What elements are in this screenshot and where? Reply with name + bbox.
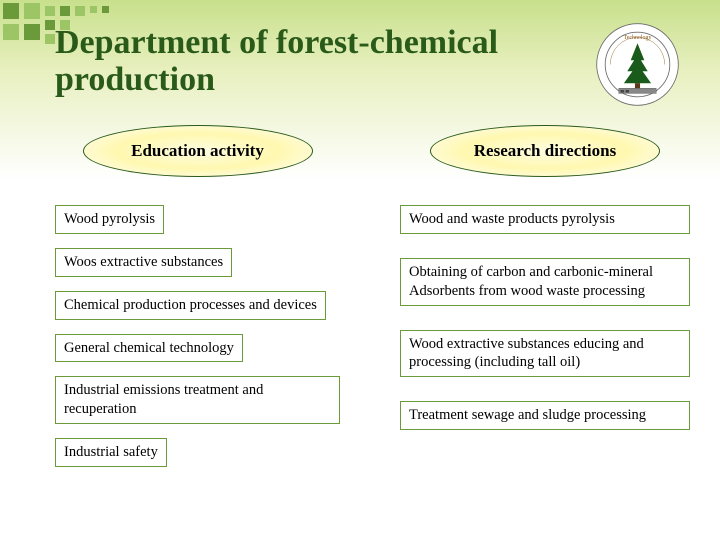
department-logo: Technology [595,22,680,107]
research-header: Research directions [430,125,660,177]
research-item: Obtaining of carbon and carbonic-mineral… [400,258,690,306]
title-area: Department of forest-chemical production… [0,0,720,107]
research-column: Research directions Wood and waste produ… [400,125,690,481]
page-title: Department of forest-chemical production [55,18,587,99]
education-item: Industrial emissions treatment and recup… [55,376,340,424]
content-columns: Education activity Wood pyrolysis Woos ex… [0,107,720,481]
research-item: Wood extractive substances educing and p… [400,330,690,378]
research-item: Treatment sewage and sludge processing [400,401,690,430]
education-column: Education activity Wood pyrolysis Woos ex… [55,125,340,481]
research-item: Wood and waste products pyrolysis [400,205,690,234]
education-item: Chemical production processes and device… [55,291,326,320]
education-header: Education activity [83,125,313,177]
education-item: Industrial safety [55,438,167,467]
education-item: Woos extractive substances [55,248,232,277]
education-item: Wood pyrolysis [55,205,164,234]
svg-text:Technology: Technology [624,35,652,41]
education-item: General chemical technology [55,334,243,363]
